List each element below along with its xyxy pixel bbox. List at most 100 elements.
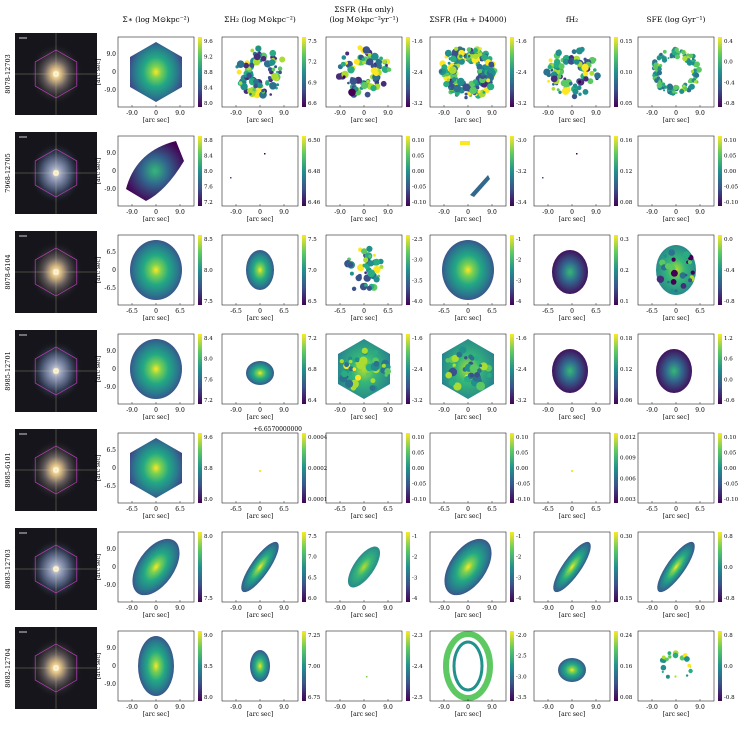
map-region (130, 438, 182, 498)
x-tick-label: -9.0 (542, 209, 554, 216)
map-pixel (462, 83, 471, 92)
x-tick-label: 6.5 (695, 308, 705, 315)
colorbar-tick-label: 6.48 (308, 169, 321, 175)
map-pixel (448, 379, 456, 386)
y-tick-label: 9.0 (106, 150, 116, 157)
map-pixel (684, 273, 688, 277)
map-pixel (279, 56, 286, 63)
map-pixel (385, 63, 388, 67)
colorbar-tick-label: -1 (412, 534, 417, 540)
colorbar-tick-label: 6.46 (308, 200, 321, 206)
map-pixel (278, 70, 282, 75)
x-axis-label: [arc sec] (247, 216, 273, 223)
map-pixel (381, 65, 390, 74)
map-pixel (382, 59, 387, 64)
map-pixel (688, 668, 693, 674)
x-tick-label: 9.0 (591, 605, 601, 612)
map-pixel (265, 81, 270, 86)
colorbar-tick-label: -2 (516, 258, 521, 264)
map-content (246, 250, 274, 290)
map-pixel (682, 55, 688, 62)
x-tick-label: -6.5 (542, 506, 554, 513)
x-tick-label: 0 (674, 110, 678, 117)
map-region (452, 640, 484, 692)
colorbar-tick-label: -2.0 (516, 633, 527, 639)
colorbar-tick-label: 7.6 (204, 185, 213, 191)
colorbar-tick-label: 8.4 (204, 336, 213, 342)
map-panel-sfr-halpha: -9.0 0 9.0 [arc sec] -1 -2 -3 -4 (325, 531, 418, 619)
colorbar-tick-label: -0.8 (724, 299, 735, 305)
map-panel-h2-density: -6.5 0 6.5 [arc sec] 7.5 7.0 6.5 (221, 234, 317, 322)
colorbar-tick-label: 0.10 (412, 138, 425, 144)
x-tick-label: 0 (258, 506, 262, 513)
map-pixel (576, 153, 578, 155)
map-frame (325, 135, 403, 207)
x-axis-label: [arc sec] (351, 711, 377, 718)
x-tick-label: 0 (362, 605, 366, 612)
map-content (443, 631, 493, 701)
colorbar-tick-label: -3.0 (516, 674, 527, 680)
map-pixel (547, 64, 552, 70)
y-tick-label: -9.0 (104, 384, 116, 391)
galaxy-thumbnail (15, 231, 97, 313)
x-tick-label: -9.0 (230, 209, 242, 216)
map-pixel (479, 362, 488, 371)
galaxy-id: 8082-12704 (4, 648, 12, 687)
y-tick-label: -9.0 (104, 681, 116, 688)
x-tick-label: 0 (570, 506, 574, 513)
map-pixel (657, 66, 662, 71)
map-pixel (454, 90, 460, 96)
colorbar-tick-label: 0.0 (724, 237, 733, 243)
map-pixel (562, 58, 570, 65)
colorbar-tick-label: 0.3 (620, 237, 629, 243)
x-tick-label: -9.0 (646, 407, 658, 414)
map-panel-h2-fraction: -9.0 0 9.0 [arc sec] 0.18 0.12 0.06 (533, 333, 633, 421)
colorbar (614, 433, 618, 503)
colorbar (614, 631, 618, 701)
x-tick-label: 9.0 (175, 605, 185, 612)
map-frame (325, 432, 403, 504)
map-pixel (366, 79, 370, 84)
map-pixel (466, 56, 471, 61)
map-pixel (236, 69, 242, 75)
map-pixel (667, 57, 670, 60)
colorbar-tick-label: 0.00 (412, 466, 425, 472)
y-tick-label: 9.0 (106, 51, 116, 58)
x-tick-label: 9.0 (695, 704, 705, 711)
map-panel-stellar-mass: -9.0 0 9.0[arc sec]9.00-9.0[arc sec]8.07.5 (95, 531, 213, 619)
galaxy-id: 8078-6104 (4, 254, 12, 289)
map-pixel (695, 66, 702, 73)
x-tick-label: 0 (466, 209, 470, 216)
map-pixel (671, 257, 676, 262)
x-tick-label: 0 (362, 704, 366, 711)
map-content (656, 349, 692, 393)
y-axis-label: [arc sec] (95, 653, 102, 679)
map-pixel (366, 372, 370, 377)
map-pixel (447, 61, 451, 65)
map-pixel (362, 46, 371, 54)
colorbar-tick-label: -2.4 (412, 664, 423, 670)
map-pixel (269, 59, 276, 66)
x-tick-label: 0 (674, 506, 678, 513)
colorbar-tick-label: -3.0 (516, 138, 527, 144)
colorbar (718, 235, 722, 305)
map-pixel (345, 379, 354, 388)
colorbar-tick-label: -4.0 (412, 299, 423, 305)
colorbar-tick-label: 0.16 (620, 664, 633, 670)
x-axis-label: [arc sec] (351, 315, 377, 322)
map-panel-h2-density: -9.0 0 9.0 [arc sec] 7.5 7.0 6.5 6.0 (221, 531, 317, 619)
x-tick-label: -9.0 (438, 110, 450, 117)
map-pixel (469, 364, 479, 373)
colorbar (718, 136, 722, 206)
map-region (347, 546, 381, 588)
map-pixel (445, 371, 453, 379)
x-axis-label: [arc sec] (143, 315, 169, 322)
colorbar-tick-label: 9.0 (204, 633, 213, 639)
colorbar-tick-label: 7.0 (308, 268, 317, 274)
ifu-footprint (34, 643, 78, 693)
colorbar-tick-label: -1.6 (516, 336, 527, 342)
map-content (656, 245, 696, 295)
map-panel-stellar-mass: -9.0 0 9.0[arc sec]9.00-9.0[arc sec]9.69.2… (95, 36, 213, 124)
colorbar-tick-label: 0.08 (620, 695, 633, 701)
y-tick-label: 0 (112, 465, 116, 472)
